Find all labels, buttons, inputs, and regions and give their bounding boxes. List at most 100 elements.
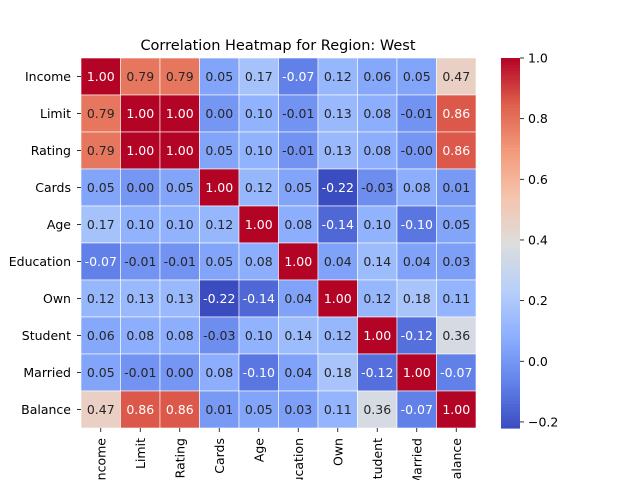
cell-value-label: 0.10 [166, 217, 194, 232]
heatmap-cell [357, 94, 398, 133]
x-tick-label: Rating [172, 438, 187, 478]
heatmap-cell [357, 390, 398, 429]
cell-value-label: 0.13 [166, 291, 194, 306]
cell-value-label: 0.79 [166, 69, 194, 84]
cell-value-label: -0.01 [282, 106, 314, 121]
heatmap-cell [159, 57, 200, 96]
cell-value-label: 0.10 [126, 217, 154, 232]
colorbar-segment [501, 403, 520, 408]
colorbar-segment [501, 125, 520, 130]
y-axis: Income Limit Rating Cards Age Education Own Stu… [9, 69, 81, 417]
colorbar-segment [501, 270, 520, 275]
colorbar-segment [501, 196, 520, 201]
heatmap-cell [238, 390, 279, 429]
colorbar-tick-label: 0.8 [528, 111, 548, 126]
cell-value-label: 0.11 [324, 402, 352, 417]
heatmap-cell [357, 353, 398, 392]
colorbar-segment [501, 310, 520, 315]
heatmap-cell [317, 205, 358, 244]
heatmap-cell [159, 131, 200, 170]
colorbar-segment [501, 85, 520, 90]
heatmap-cell [199, 279, 240, 318]
cell-value-label: 0.05 [205, 69, 233, 84]
colorbar-segment [501, 178, 520, 182]
colorbar-segment [501, 153, 520, 158]
cell-value-label: 1.00 [166, 106, 194, 121]
cell-value-label: 0.05 [166, 180, 194, 195]
cell-value-label: 0.79 [87, 106, 115, 121]
cell-value-label: 0.79 [87, 143, 115, 158]
x-tick-label: Education [291, 438, 306, 480]
cell-value-label: 1.00 [166, 143, 194, 158]
y-tick-label: Income [25, 69, 71, 84]
colorbar-segment [501, 372, 520, 377]
colorbar-segment [501, 61, 520, 65]
heatmap-cell [159, 353, 200, 392]
colorbar-segment [501, 298, 520, 303]
cell-value-label: 0.04 [284, 365, 312, 380]
heatmap-cell [120, 205, 161, 244]
heatmap-cell [317, 131, 358, 170]
colorbar-segment [501, 329, 520, 334]
cell-value-label: 0.05 [87, 180, 115, 195]
colorbar-segment [501, 122, 520, 127]
heatmap-cell [317, 279, 358, 318]
colorbar-segment [501, 128, 520, 133]
y-tick-label: Student [22, 328, 71, 343]
heatmap-cell [357, 57, 398, 96]
cell-value-label: 0.03 [284, 402, 312, 417]
colorbar-segment [501, 91, 520, 96]
colorbar-segment [501, 350, 520, 355]
heatmap-cell [278, 205, 319, 244]
colorbar-segment [501, 67, 520, 71]
colorbar-segment [501, 132, 520, 136]
heatmap-cell [436, 279, 477, 318]
cell-value-label: 0.14 [363, 254, 391, 269]
colorbar-segment [501, 341, 520, 346]
cell-value-label: -0.00 [401, 143, 433, 158]
heatmap-cell [396, 94, 437, 133]
cell-value-label: 0.05 [284, 180, 312, 195]
cell-value-label: 1.00 [403, 365, 431, 380]
cell-value-label: 1.00 [126, 106, 154, 121]
heatmap-cell [159, 205, 200, 244]
colorbar-segment [501, 184, 520, 189]
colorbar-segment [501, 378, 520, 383]
cell-value-label: 0.13 [126, 291, 154, 306]
colorbar-segment [501, 307, 520, 312]
colorbar-segment [501, 320, 520, 324]
y-tick-label: Rating [31, 143, 71, 158]
cell-value-label: 0.08 [363, 143, 391, 158]
y-tick-label: Married [23, 365, 71, 380]
colorbar-segment [501, 159, 520, 164]
colorbar-segment [501, 261, 520, 266]
heatmap-cell [396, 353, 437, 392]
x-axis: Income Limit Rating Cards Age Education Own Stu… [93, 428, 464, 480]
colorbar-tick-label: 0.4 [528, 232, 548, 247]
colorbar-tick-label: 0.2 [528, 293, 548, 308]
colorbar-segment [501, 150, 520, 155]
cell-value-label: 0.08 [126, 328, 154, 343]
colorbar-segment [501, 76, 520, 81]
heatmap-cell [357, 168, 398, 207]
colorbar-segment [501, 73, 520, 78]
heatmap-cell [436, 57, 477, 96]
cell-value-label: 0.86 [442, 143, 470, 158]
y-tick-label: Education [9, 254, 71, 269]
colorbar-segment [501, 360, 520, 364]
colorbar-segment [501, 230, 520, 235]
colorbar-segment [501, 70, 520, 75]
heatmap-cell [278, 316, 319, 355]
heatmap-cell [120, 94, 161, 133]
heatmap-cell [317, 94, 358, 133]
heatmap-cell [357, 279, 398, 318]
colorbar-segment [501, 202, 520, 207]
cell-value-label: 1.00 [205, 180, 233, 195]
colorbar-segment [501, 175, 520, 179]
colorbar-segment [501, 119, 520, 124]
cell-value-label: -0.03 [203, 328, 235, 343]
heatmap-cell [199, 242, 240, 281]
colorbar-segment [501, 206, 520, 210]
cell-value-label: -0.01 [401, 106, 433, 121]
heatmap-cell [199, 316, 240, 355]
